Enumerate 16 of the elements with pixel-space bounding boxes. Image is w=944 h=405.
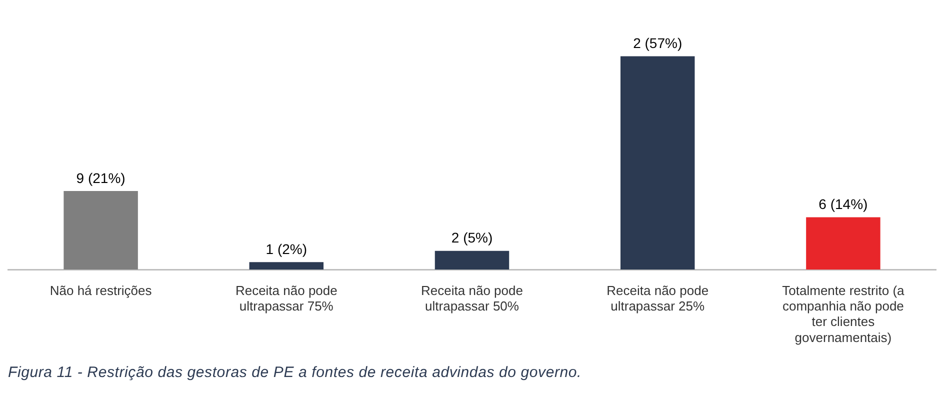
data-label: 1 (2%)	[266, 240, 308, 257]
x-tick-label: Receita não pode ultrapassar 75%	[235, 282, 338, 314]
bar	[620, 56, 695, 270]
data-label: 9 (21%)	[76, 170, 126, 186]
data-label: 2 (5%)	[451, 230, 493, 246]
x-tick-label: Receita não pode ultrapassar 50%	[421, 282, 523, 314]
bar	[806, 217, 880, 270]
x-tick-label: Totalmente restrito (a companhia não pode ter clientes governamentais)	[782, 282, 906, 345]
x-tick-label: Não há restrições	[50, 282, 152, 298]
bar	[249, 262, 324, 270]
x-tick-label: Receita não pode ultrapassar 25%	[606, 282, 709, 314]
text: Figura 11 - Restrição das gestoras de PE a fontes de receita advindas do governo.	[8, 364, 582, 381]
data-label: 2 (57%)	[633, 35, 682, 52]
bar	[64, 190, 138, 270]
data-label: 6 (14%)	[818, 196, 868, 212]
bar	[434, 250, 510, 270]
